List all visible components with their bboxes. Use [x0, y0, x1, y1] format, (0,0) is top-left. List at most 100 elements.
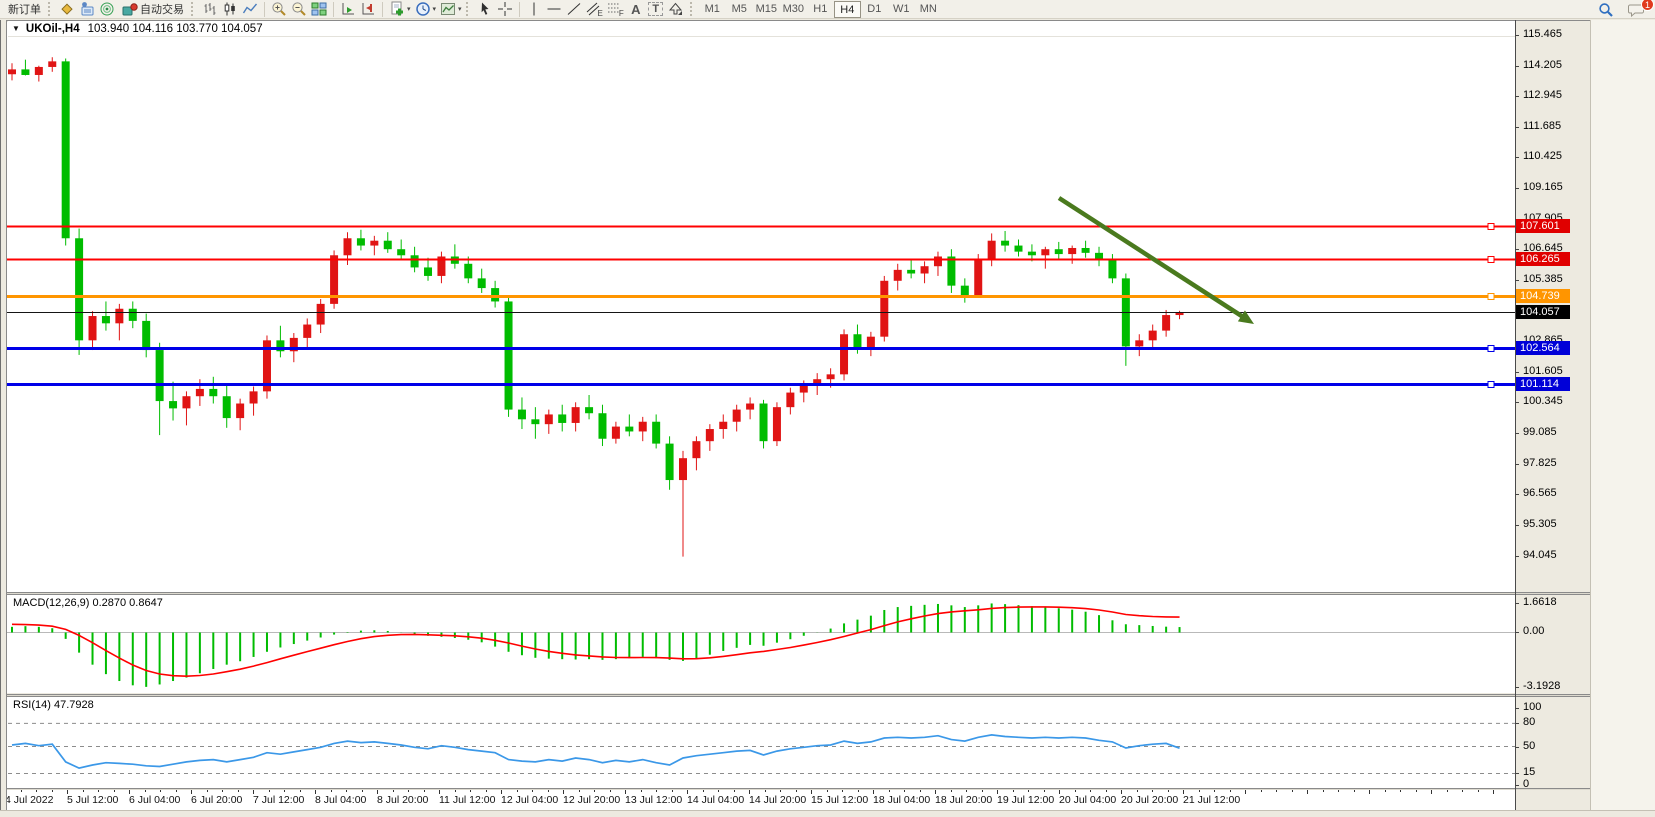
timeframe-m30[interactable]: M30: [782, 2, 804, 15]
signals-icon[interactable]: [97, 1, 117, 18]
price-tick-label: 96.565: [1523, 487, 1557, 499]
timeframe-m1[interactable]: M1: [704, 2, 720, 15]
rsi-line: [11, 734, 1180, 769]
time-tick: [207, 790, 208, 792]
timeframe-m5[interactable]: M5: [731, 2, 747, 15]
time-tick: [703, 790, 704, 792]
price-tick: [1515, 433, 1519, 434]
time-tick: [160, 790, 161, 792]
trendline-button[interactable]: [564, 1, 584, 18]
time-tick: [594, 790, 595, 792]
time-tick: [1121, 790, 1122, 794]
timeframe-mn[interactable]: MN: [919, 2, 937, 15]
price-tick-label: 114.205: [1523, 59, 1562, 71]
rsi-chart[interactable]: [0, 697, 1515, 788]
fibonacci-button[interactable]: F: [605, 1, 626, 18]
time-tick: [470, 790, 471, 792]
vertical-line-button[interactable]: [524, 1, 544, 18]
macd-tick-label: 0.00: [1523, 625, 1545, 637]
timeframe-d1[interactable]: D1: [867, 2, 882, 15]
time-tick: [749, 790, 750, 794]
horizontal-line-button[interactable]: [544, 1, 564, 18]
new-order-button[interactable]: 新订单: [3, 1, 46, 18]
text-button[interactable]: A: [626, 1, 646, 18]
tile-windows-button[interactable]: [309, 1, 329, 18]
market-watch-icon[interactable]: [57, 1, 77, 18]
time-tick: [1292, 790, 1293, 792]
notifications-button[interactable]: 1: [1626, 0, 1654, 18]
arrows-button[interactable]: [666, 1, 688, 18]
price-tick-label: 101.605: [1523, 365, 1563, 377]
timeframe-m15[interactable]: M15: [755, 2, 777, 15]
time-tick: [1385, 790, 1386, 792]
time-tick: [734, 790, 735, 792]
periods-button[interactable]: ▾: [413, 1, 439, 18]
price-tick: [1515, 372, 1519, 373]
time-tick: [486, 790, 487, 792]
price-axis[interactable]: 115.465 114.205 112.945 111.685 110.425 109.1…: [1515, 22, 1590, 592]
price-tick: [1515, 464, 1519, 465]
terminal-icon[interactable]: [77, 1, 97, 18]
time-tick: [1354, 790, 1355, 792]
timeframe-h4[interactable]: H4: [833, 0, 861, 18]
autotrading-button[interactable]: 自动交易: [117, 1, 189, 18]
templates-button[interactable]: ▾: [438, 1, 464, 18]
new-chart-button[interactable]: ▾: [387, 1, 413, 18]
rsi-label: RSI(14) 47.7928: [13, 699, 94, 711]
time-tick: [83, 790, 84, 792]
text-a-glyph: A: [631, 1, 641, 17]
price-tick: [1515, 127, 1519, 128]
chart-window-border: [0, 20, 1590, 21]
timeframe-w1[interactable]: W1: [893, 2, 910, 15]
one-click-expander-icon[interactable]: ▼: [12, 24, 20, 33]
zoom-out-button[interactable]: [289, 1, 309, 18]
main-toolbar: 新订单 自动交易: [0, 0, 1655, 19]
time-tick: [641, 790, 642, 792]
search-icon[interactable]: [1596, 1, 1616, 18]
time-label: 18 Jul 04:00: [873, 794, 931, 806]
time-tick: [873, 790, 874, 794]
crosshair-button[interactable]: [495, 1, 515, 18]
time-tick: [1075, 790, 1076, 792]
time-label: 4 Jul 2022: [5, 794, 54, 806]
timeframe-h1[interactable]: H1: [813, 2, 828, 15]
price-tick: [1515, 157, 1519, 158]
macd-pane[interactable]: [0, 595, 1515, 693]
time-tick: [1416, 790, 1417, 792]
pane-splitter[interactable]: [0, 694, 1590, 697]
zoom-in-button[interactable]: [269, 1, 289, 18]
time-axis[interactable]: 4 Jul 2022 5 Jul 12:00 6 Jul 04:00 6 Jul 20…: [0, 790, 1515, 810]
time-tick: [238, 790, 239, 792]
text-label-button[interactable]: T: [646, 1, 666, 18]
time-tick: [1462, 790, 1463, 792]
chart-shift-button[interactable]: [358, 1, 378, 18]
price-chart-pane[interactable]: [0, 22, 1515, 592]
cursor-button[interactable]: [475, 1, 495, 18]
equidistant-channel-button[interactable]: E: [584, 1, 605, 18]
rsi-tick: [1515, 773, 1519, 774]
price-line-badge: 107.601: [1516, 219, 1570, 233]
macd-axis[interactable]: 1.6618 0.00 -3.1928: [1515, 595, 1590, 693]
price-chart[interactable]: [0, 22, 1515, 592]
rsi-pane[interactable]: [0, 697, 1515, 788]
rsi-axis[interactable]: 100 80 50 15 0: [1515, 697, 1590, 790]
time-tick: [98, 790, 99, 792]
candlestick-chart-button[interactable]: [220, 1, 240, 18]
macd-chart[interactable]: [0, 595, 1515, 693]
time-tick: [439, 790, 440, 794]
time-tick: [145, 790, 146, 792]
line-chart-button[interactable]: [240, 1, 260, 18]
time-tick: [284, 790, 285, 792]
price-line-badge: 104.057: [1516, 305, 1570, 319]
toolbar-right: 1: [1596, 0, 1654, 18]
time-tick: [408, 790, 409, 792]
time-tick: [889, 790, 890, 792]
trend-arrow-head: [1237, 310, 1254, 324]
price-tick-label: 100.345: [1523, 395, 1563, 407]
price-tick: [1515, 249, 1519, 250]
time-tick: [21, 790, 22, 792]
time-label: 15 Jul 12:00: [811, 794, 869, 806]
pane-splitter[interactable]: [0, 592, 1590, 595]
auto-scroll-button[interactable]: [338, 1, 358, 18]
bar-chart-button[interactable]: [200, 1, 220, 18]
